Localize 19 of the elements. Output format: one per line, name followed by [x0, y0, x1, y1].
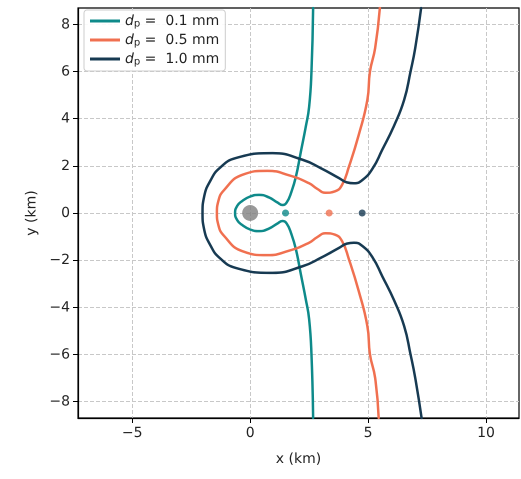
y-tick-label: 2 [61, 158, 70, 174]
line-series [234, 6, 314, 420]
y-tick-label: 0 [61, 205, 70, 221]
y-tick-label: −8 [49, 394, 70, 410]
y-axis-title: y (km) [23, 190, 40, 236]
y-tick-label: −6 [49, 346, 70, 362]
x-tick-label: 10 [477, 425, 495, 441]
x-tick-label: 5 [364, 425, 373, 441]
y-tick-label: 8 [61, 16, 70, 32]
y-tick-label: 4 [61, 110, 70, 127]
legend-label: dp = 0.5 mm [125, 32, 220, 48]
x-tick-label: 0 [246, 425, 255, 441]
y-tick-label: −2 [49, 252, 70, 268]
x-axis-title: x (km) [276, 451, 322, 467]
y-tick-label: −4 [49, 299, 70, 316]
legend-label: dp = 0.1 mm [125, 13, 220, 30]
y-tick-label: 6 [61, 64, 70, 80]
legend-label: dp = 1.0 mm [125, 51, 220, 68]
x-tick-label: −5 [122, 425, 143, 441]
